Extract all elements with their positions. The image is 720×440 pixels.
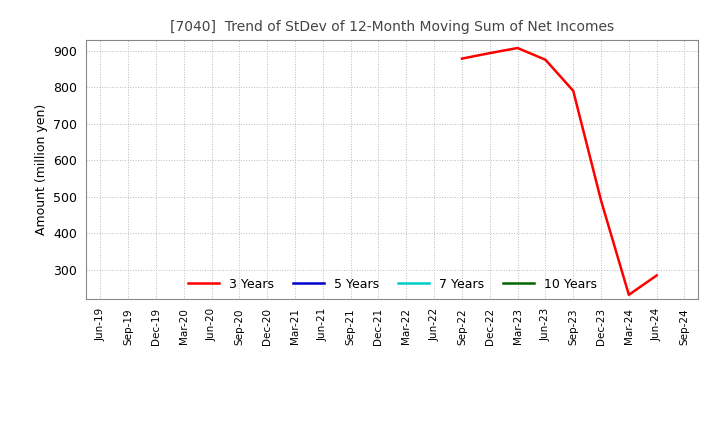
Legend: 3 Years, 5 Years, 7 Years, 10 Years: 3 Years, 5 Years, 7 Years, 10 Years [183, 272, 602, 296]
3 Years [513, 45, 522, 51]
3 Years [569, 88, 577, 93]
3 Years [652, 273, 661, 278]
3 Years [541, 57, 550, 62]
Y-axis label: Amount (million yen): Amount (million yen) [35, 104, 48, 235]
Title: [7040]  Trend of StDev of 12-Month Moving Sum of Net Incomes: [7040] Trend of StDev of 12-Month Moving… [171, 20, 614, 34]
3 Years [458, 56, 467, 61]
3 Years [624, 292, 633, 297]
3 Years [597, 198, 606, 203]
3 Years [485, 51, 494, 56]
Line: 3 Years: 3 Years [462, 48, 657, 295]
